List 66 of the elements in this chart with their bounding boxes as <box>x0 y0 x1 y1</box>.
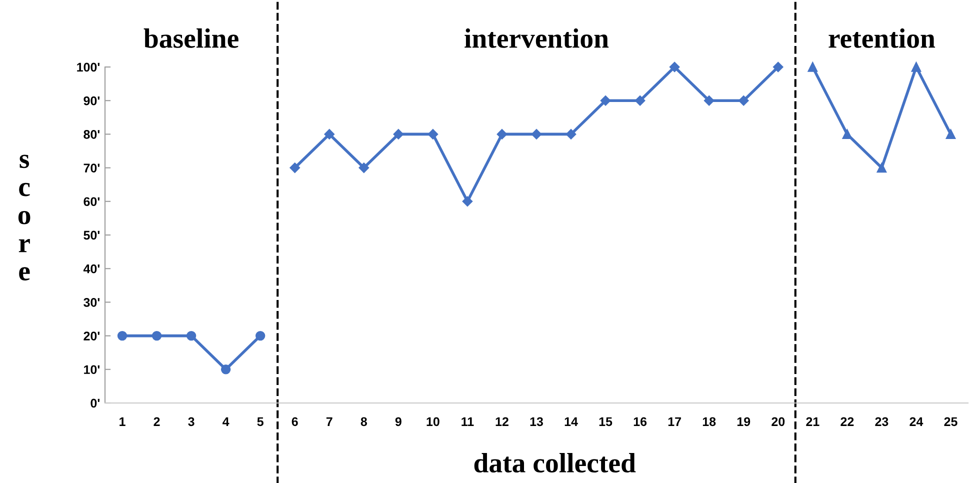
y-tick-label: 40' <box>83 264 100 274</box>
text: intervention <box>464 28 609 48</box>
point <box>186 330 196 341</box>
point <box>117 330 128 341</box>
text: retention <box>828 28 936 48</box>
point <box>290 162 300 173</box>
x-tick-label: 18 <box>702 417 716 426</box>
y-tick-label: 30' <box>84 298 100 307</box>
y-tick-label: 20' <box>84 332 100 340</box>
point <box>566 129 576 140</box>
x-tick-label: 8 <box>360 417 367 426</box>
point <box>600 95 611 106</box>
x-tick-label: 11 <box>462 417 474 426</box>
point <box>220 364 231 374</box>
point <box>876 162 887 173</box>
point <box>704 95 714 106</box>
y-tick-label: 70' <box>84 164 100 172</box>
x-tick-label: 19 <box>737 417 750 426</box>
x-tick-label: 7 <box>326 417 332 426</box>
x-tick-label: 5 <box>257 417 264 426</box>
point <box>842 129 852 140</box>
point <box>358 162 370 173</box>
x-tick-label: 10 <box>426 417 440 426</box>
x-tick-label: 16 <box>634 417 647 426</box>
y-tick-label: 10' <box>84 365 100 374</box>
point <box>531 129 542 140</box>
point <box>324 129 334 140</box>
x-tick-label: 20 <box>772 417 785 426</box>
point <box>669 62 680 72</box>
x-tick-label: 25 <box>944 417 958 426</box>
y-tick-label: 60' <box>84 197 100 206</box>
y-tick-label: 0' <box>90 398 100 408</box>
point <box>808 62 818 72</box>
x-tick-label: 21 <box>806 417 820 426</box>
x-tick-label: 24 <box>910 417 924 426</box>
x-tick-label: 22 <box>840 417 854 426</box>
x-tick-label: 23 <box>875 417 888 426</box>
point <box>634 95 646 106</box>
x-tick-label: 12 <box>496 417 508 426</box>
y-tick-label: 90' <box>84 96 100 106</box>
x-tick-label: 9 <box>395 417 402 426</box>
x-tick-label: 1 <box>120 417 126 426</box>
point <box>496 129 508 140</box>
x-tick-label: 4 <box>222 417 230 426</box>
x-tick-label: 6 <box>292 417 298 426</box>
y-axis-title: score <box>18 154 30 280</box>
point <box>428 129 438 140</box>
text: baseline <box>144 28 238 48</box>
x-tick-label: 14 <box>564 417 578 426</box>
point <box>462 196 473 207</box>
x-tick-label: 13 <box>530 417 543 426</box>
y-tick-label: 80' <box>84 130 100 139</box>
point <box>946 129 956 140</box>
point <box>773 62 784 72</box>
point <box>911 62 922 72</box>
y-tick-label: 100' <box>77 62 100 72</box>
y-tick-label: 50' <box>84 230 100 240</box>
x-tick-label: 2 <box>154 417 160 426</box>
point <box>738 95 749 106</box>
point <box>393 129 404 140</box>
x-tick-label: 3 <box>188 417 194 426</box>
point <box>152 330 162 341</box>
point <box>255 330 266 341</box>
x-axis-title: data collected <box>474 452 636 473</box>
x-tick-label: 15 <box>599 417 612 426</box>
x-tick-label: 17 <box>668 417 681 426</box>
